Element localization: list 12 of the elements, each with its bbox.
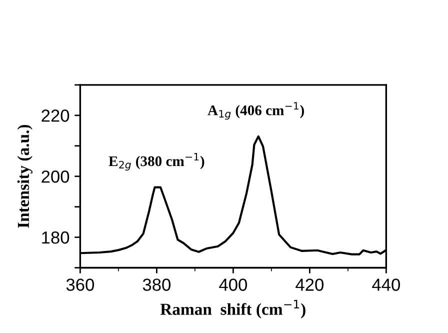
y-axis-title: Intensity (a.u.)	[17, 124, 32, 228]
x-tick-label: 400	[219, 278, 247, 291]
x-axis-title: Raman shift (cm$^{−1}$)	[160, 300, 306, 318]
y-tick-label: 200	[42, 170, 70, 183]
annotation: E$_{2g}$ (380 cm$^{−1}$)	[108, 152, 204, 171]
annotation: A$_{1g}$ (406 cm$^{−1}$)	[208, 102, 304, 120]
x-tick-label: 420	[296, 278, 324, 291]
y-tick-label: 180	[42, 231, 70, 244]
x-tick-label: 440	[372, 278, 400, 291]
y-tick-label: 220	[42, 110, 70, 122]
x-tick-label: 360	[66, 278, 94, 291]
x-tick-label: 380	[142, 278, 170, 291]
